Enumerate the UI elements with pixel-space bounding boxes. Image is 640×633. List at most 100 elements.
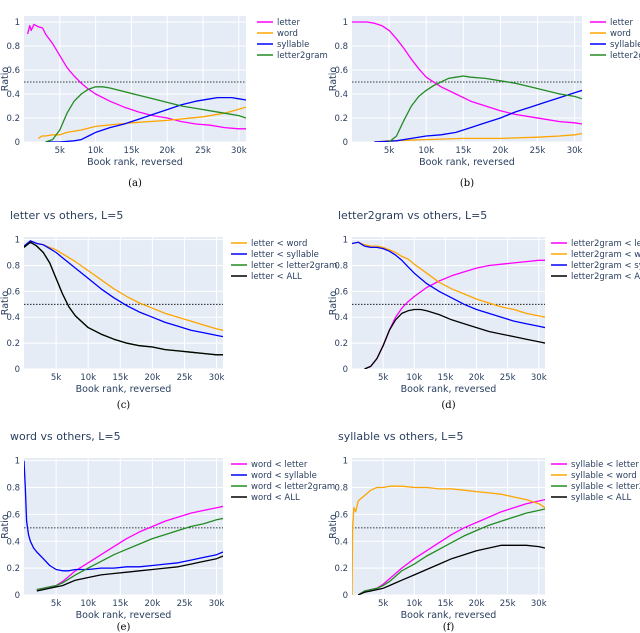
legend-label: letter2gram < ALL	[571, 272, 640, 282]
legend-label: letter	[277, 18, 300, 28]
series-group	[352, 21, 582, 142]
panel-caption: (c)	[117, 400, 131, 411]
x-tick-label: 25k	[195, 146, 211, 156]
legend-label: letter	[610, 18, 633, 28]
x-tick-label: 20k	[493, 146, 509, 156]
chart-panel-d: 5k 10k 15k 20k 25k 30k 0 0.2 0.4 0.6 0.8 1 Book rank…	[328, 209, 640, 411]
series-line-2	[24, 460, 223, 572]
x-tick-label: 30k	[531, 599, 547, 609]
chart-title: word vs others, L=5	[10, 430, 121, 443]
x-tick-label: 15k	[455, 146, 471, 156]
legend-label: syllable < word	[571, 471, 637, 481]
y-tick-label: 0.8	[334, 484, 348, 494]
y-tick-label: 0.6	[334, 66, 348, 76]
x-tick-label: 20k	[159, 146, 175, 156]
y-tick-label: 1	[15, 236, 20, 246]
x-tick-label: 5k	[51, 599, 61, 609]
series-group	[24, 460, 223, 592]
y-axis-label: Ratio	[328, 514, 339, 539]
chart-panel-f: 5k 10k 15k 20k 25k 30k 0 0.2 0.4 0.6 0.8 1 Book rank…	[328, 430, 640, 633]
legend-label: syllable < letter	[571, 460, 639, 470]
y-tick-label: 1	[343, 457, 348, 467]
legend-label: word < letter2gram	[251, 482, 335, 492]
y-tick-label: 0	[15, 138, 20, 148]
series-line-3	[374, 89, 582, 142]
x-axis-label: Book rank, reversed	[76, 610, 172, 621]
x-tick-label: 10k	[406, 599, 422, 609]
series-line-4	[364, 308, 545, 369]
x-tick-label: 10k	[406, 373, 422, 383]
y-axis-label: Ratio	[0, 67, 11, 92]
legend-label: syllable < ALL	[571, 493, 631, 503]
x-tick-label: 10k	[80, 599, 96, 609]
legend-label: letter < syllable	[251, 250, 319, 260]
series-group	[352, 241, 545, 369]
legend-label: syllable	[277, 40, 309, 50]
series-line-1	[352, 21, 582, 125]
panel-caption: (a)	[128, 178, 142, 189]
y-tick-label: 0.6	[6, 510, 20, 520]
x-tick-label: 30k	[209, 373, 225, 383]
legend-label: letter2gram < word	[571, 250, 640, 260]
y-tick-label: 0.2	[334, 114, 348, 124]
y-axis-label: Ratio	[0, 514, 11, 539]
y-tick-label: 0.2	[6, 339, 20, 349]
y-tick-label: 1	[15, 18, 20, 28]
series-group	[26, 23, 246, 142]
legend-label: letter2gram < syllable	[571, 261, 640, 271]
y-tick-label: 1	[15, 457, 20, 467]
y-tick-label: 0.6	[6, 66, 20, 76]
series-line-4	[24, 241, 223, 356]
series-line-4	[45, 86, 246, 142]
x-tick-label: 25k	[500, 599, 516, 609]
y-tick-label: 0.2	[334, 339, 348, 349]
chart-panel-c: 5k 10k 15k 20k 25k 30k 0 0.2 0.4 0.6 0.8 1 Book rank…	[0, 209, 337, 411]
legend-label: word < ALL	[251, 493, 300, 503]
y-tick-label: 0.8	[6, 261, 20, 271]
x-tick-label: 20k	[469, 599, 485, 609]
y-tick-label: 0.6	[334, 287, 348, 297]
y-tick-label: 0.8	[6, 42, 20, 52]
y-tick-label: 0.2	[6, 564, 20, 574]
x-tick-label: 5k	[378, 599, 388, 609]
y-tick-label: 1	[343, 236, 348, 246]
y-axis-label: Ratio	[0, 291, 11, 316]
x-tick-label: 15k	[438, 599, 454, 609]
chart-title: syllable vs others, L=5	[338, 430, 464, 443]
x-tick-label: 15k	[438, 373, 454, 383]
y-tick-label: 0	[15, 365, 20, 375]
plot-background	[352, 237, 545, 369]
legend-label: syllable	[610, 40, 640, 50]
x-tick-label: 25k	[177, 373, 193, 383]
x-tick-label: 25k	[177, 599, 193, 609]
series-line-4	[388, 75, 582, 142]
x-tick-label: 15k	[112, 599, 128, 609]
x-axis-label: Book rank, reversed	[401, 384, 497, 395]
series-group	[352, 485, 545, 595]
series-line-3	[357, 508, 545, 595]
x-tick-label: 20k	[145, 373, 161, 383]
x-tick-label: 30k	[231, 146, 247, 156]
legend-label: letter < ALL	[251, 272, 302, 282]
x-tick-label: 5k	[384, 146, 394, 156]
y-tick-label: 0.4	[6, 537, 20, 547]
y-tick-label: 0.4	[6, 90, 20, 100]
x-tick-label: 25k	[530, 146, 546, 156]
legend-label: word < letter	[251, 460, 308, 470]
chart-panel-a: 5k 10k 15k 20k 25k 30k 0 0.2 0.4 0.6 0.8 1 Book rank…	[0, 16, 328, 189]
y-tick-label: 0.2	[6, 114, 20, 124]
series-line-2	[24, 240, 223, 338]
legend-label: word	[610, 29, 631, 39]
chart-title: letter vs others, L=5	[10, 209, 123, 222]
legend-label: letter2gram	[277, 51, 328, 61]
chart-panel-b: 5k 10k 15k 20k 25k 30k 0 0.2 0.4 0.6 0.8 1 Book rank…	[328, 16, 640, 189]
x-tick-label: 30k	[531, 373, 547, 383]
x-axis-label: Book rank, reversed	[87, 157, 183, 168]
y-tick-label: 0	[15, 591, 20, 601]
series-group	[24, 240, 223, 356]
